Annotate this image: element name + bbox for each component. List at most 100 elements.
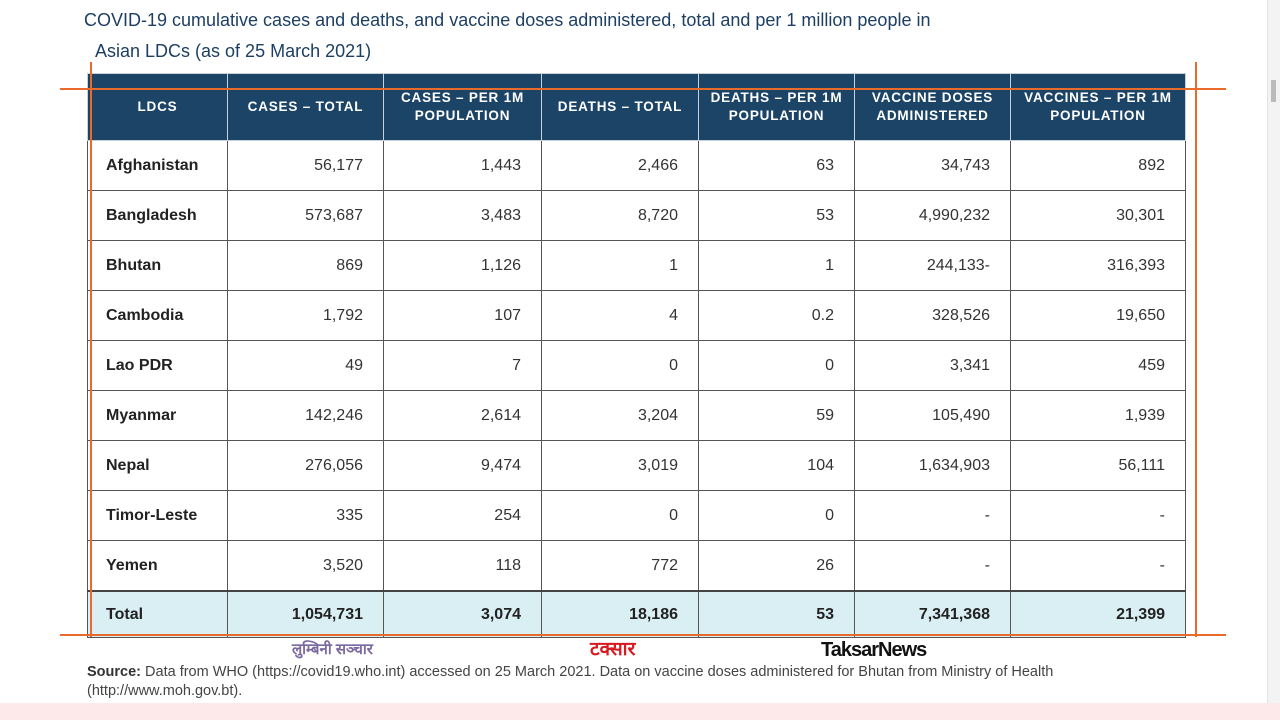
table-cell: 118 xyxy=(383,540,542,592)
table-cell: 1,126 xyxy=(383,240,542,291)
column-header: LDCS xyxy=(87,73,228,141)
table-cell: 9,474 xyxy=(383,440,542,491)
bottom-strip xyxy=(0,703,1280,720)
guide-line-right xyxy=(1195,62,1197,637)
table-row: Lao PDR 49 7 0 0 3,341 459 xyxy=(87,340,1186,391)
total-cell: 21,399 xyxy=(1010,590,1186,638)
taksar-logo: टक्सार xyxy=(590,639,636,660)
table-cell: 4 xyxy=(541,290,699,341)
covid-table: LDCS CASES – TOTAL CASES – PER 1M POPULATI… xyxy=(87,73,1186,638)
table-cell: 772 xyxy=(541,540,699,592)
table-row: Bhutan 869 1,126 1 1 244,133- 316,393 xyxy=(87,240,1186,291)
table-cell: 276,056 xyxy=(227,440,384,491)
table-cell: 459 xyxy=(1010,340,1186,391)
total-row: Total 1,054,731 3,074 18,186 53 7,341,368 21,3… xyxy=(87,590,1186,638)
column-header: DEATHS – TOTAL xyxy=(541,73,699,141)
guide-line-bottom xyxy=(60,634,1226,636)
table-cell: 56,177 xyxy=(227,140,384,191)
table-cell: 56,111 xyxy=(1010,440,1186,491)
scrollbar[interactable] xyxy=(1267,0,1280,703)
table-title: COVID-19 cumulative cases and deaths, an… xyxy=(84,5,930,67)
table-cell: 316,393 xyxy=(1010,240,1186,291)
table-cell: 244,133- xyxy=(854,240,1011,291)
table-cell: 0.2 xyxy=(698,290,855,341)
table-cell: 4,990,232 xyxy=(854,190,1011,241)
table-cell: 2,614 xyxy=(383,390,542,441)
table-cell: 142,246 xyxy=(227,390,384,441)
table-cell: 0 xyxy=(698,490,855,541)
table-cell: 107 xyxy=(383,290,542,341)
title-line-2: Asian LDCs (as of 25 March 2021) xyxy=(95,41,372,61)
column-header: CASES – TOTAL xyxy=(227,73,384,141)
table-cell: Bhutan xyxy=(87,240,228,291)
table-cell: 8,720 xyxy=(541,190,699,241)
column-header: DEATHS – PER 1M POPULATION xyxy=(698,73,855,141)
table-cell: 3,341 xyxy=(854,340,1011,391)
table-cell: 869 xyxy=(227,240,384,291)
total-cell: 7,341,368 xyxy=(854,590,1011,638)
total-cell: 3,074 xyxy=(383,590,542,638)
guide-line-top xyxy=(60,88,1226,90)
table-cell: 3,019 xyxy=(541,440,699,491)
table-cell: 0 xyxy=(541,490,699,541)
table-cell: 0 xyxy=(541,340,699,391)
table-cell: 30,301 xyxy=(1010,190,1186,241)
table-cell: 7 xyxy=(383,340,542,391)
total-cell: 18,186 xyxy=(541,590,699,638)
table-cell: 573,687 xyxy=(227,190,384,241)
table-cell: 34,743 xyxy=(854,140,1011,191)
table-cell: 1 xyxy=(541,240,699,291)
table-cell: 892 xyxy=(1010,140,1186,191)
table-cell: 1,634,903 xyxy=(854,440,1011,491)
table-cell: - xyxy=(854,540,1011,592)
table-cell: Timor-Leste xyxy=(87,490,228,541)
table-cell: 63 xyxy=(698,140,855,191)
table-cell: 1 xyxy=(698,240,855,291)
table-cell: 1,939 xyxy=(1010,390,1186,441)
table-row: Myanmar 142,246 2,614 3,204 59 105,490 1,939 xyxy=(87,390,1186,441)
table-cell: Myanmar xyxy=(87,390,228,441)
table-cell: 104 xyxy=(698,440,855,491)
table-cell: 2,466 xyxy=(541,140,699,191)
table-cell: 3,483 xyxy=(383,190,542,241)
table-cell: 328,526 xyxy=(854,290,1011,341)
table-row: Yemen 3,520 118 772 26- - xyxy=(87,540,1186,592)
source-label: Source: xyxy=(87,664,141,680)
table-cell: 59 xyxy=(698,390,855,441)
table-cell: Afghanistan xyxy=(87,140,228,191)
table-cell: 53 xyxy=(698,190,855,241)
table-cell: 3,520 xyxy=(227,540,384,592)
total-cell: 1,054,731 xyxy=(227,590,384,638)
table-cell: Bangladesh xyxy=(87,190,228,241)
table-row: Bangladesh 573,687 3,483 8,720 53 4,990,232 30… xyxy=(87,190,1186,241)
table-cell: 19,650 xyxy=(1010,290,1186,341)
column-header: CASES – PER 1M POPULATION xyxy=(383,73,542,141)
table-cell: 1,792 xyxy=(227,290,384,341)
title-line-1: COVID-19 cumulative cases and deaths, an… xyxy=(84,10,931,30)
table-cell: Cambodia xyxy=(87,290,228,341)
scrollbar-thumb[interactable] xyxy=(1271,80,1276,102)
table-cell: 105,490 xyxy=(854,390,1011,441)
table-row: Timor-Leste 335 254 0 0- - xyxy=(87,490,1186,541)
table-cell: - xyxy=(1010,540,1186,592)
table-cell: 0 xyxy=(698,340,855,391)
source-note: Source: Data from WHO (https://covid19.w… xyxy=(87,663,1187,701)
table-row: Nepal 276,056 9,474 3,019 104 1,634,903 56,111 xyxy=(87,440,1186,491)
column-header: VACCINES – PER 1M POPULATION xyxy=(1010,73,1186,141)
table-cell: - xyxy=(1010,490,1186,541)
table-cell: 49 xyxy=(227,340,384,391)
total-cell: Total xyxy=(87,590,228,638)
table-cell: 1,443 xyxy=(383,140,542,191)
source-text: Data from WHO (https://covid19.who.int) … xyxy=(87,664,1054,699)
table-cell: 335 xyxy=(227,490,384,541)
column-header: VACCINE DOSES ADMINISTERED xyxy=(854,73,1011,141)
header-row: LDCS CASES – TOTAL CASES – PER 1M POPULATI… xyxy=(87,73,1186,141)
table-cell: 3,204 xyxy=(541,390,699,441)
table-row: Cambodia 1,792 107 4 0.2 328,526 19,650 xyxy=(87,290,1186,341)
table-cell: - xyxy=(854,490,1011,541)
table-row: Afghanistan 56,177 1,443 2,466 63 34,743 892 xyxy=(87,140,1186,191)
table-cell: 254 xyxy=(383,490,542,541)
table-cell: Nepal xyxy=(87,440,228,491)
lumbini-logo: लुम्बिनी सञ्चार xyxy=(292,641,373,658)
taksar-news-logo: TaksarNews xyxy=(821,639,927,661)
